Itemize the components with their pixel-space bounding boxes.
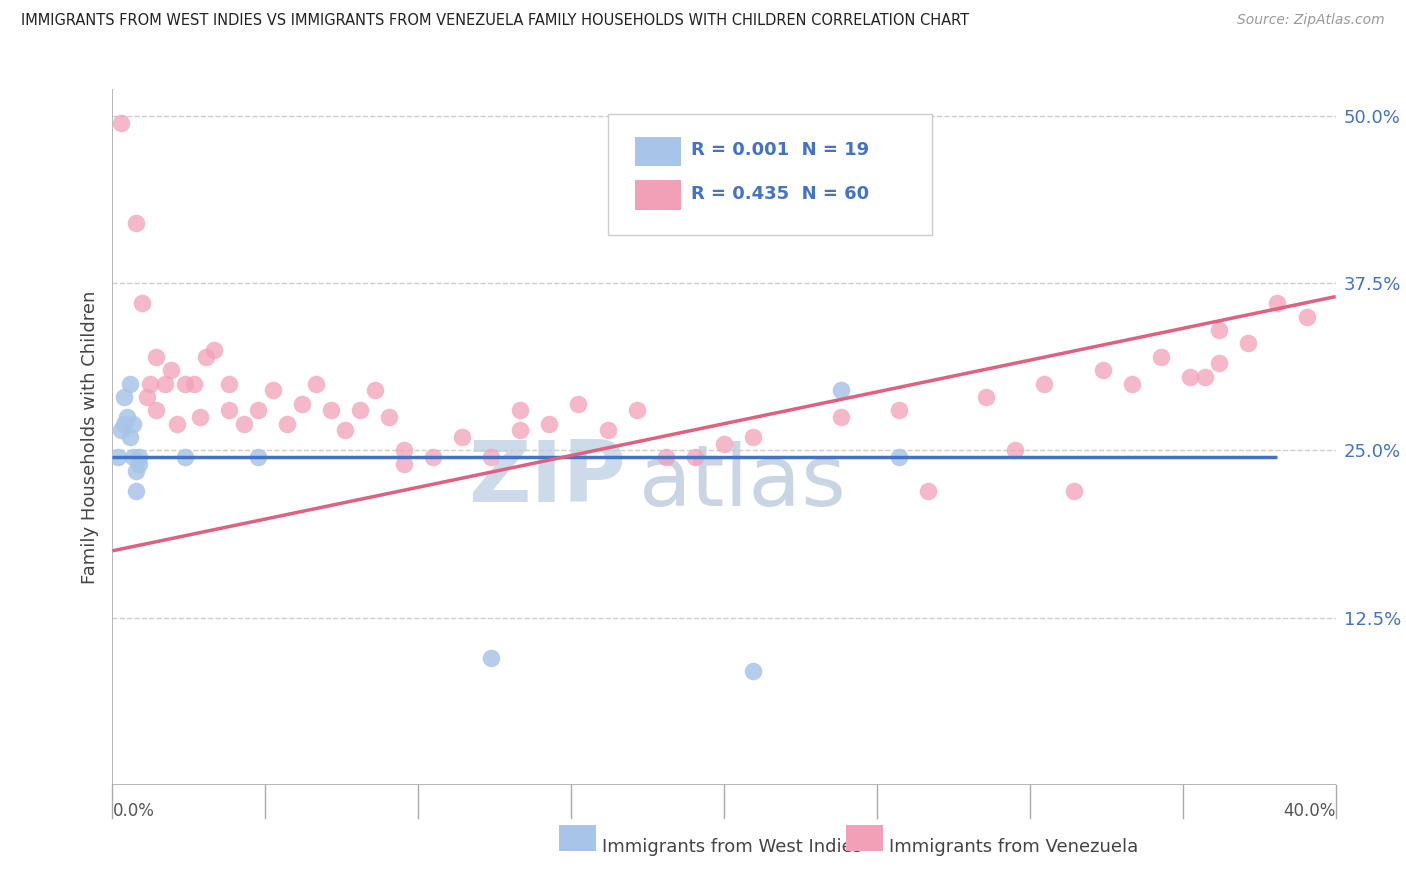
Y-axis label: Family Households with Children: Family Households with Children xyxy=(80,291,98,583)
Point xyxy=(319,403,342,417)
Point xyxy=(1194,369,1216,384)
Point xyxy=(392,457,415,471)
Point xyxy=(305,376,328,391)
Point xyxy=(115,410,138,425)
Point xyxy=(139,376,162,391)
Point xyxy=(479,450,502,464)
Point xyxy=(122,417,145,431)
Text: R = 0.435  N = 60: R = 0.435 N = 60 xyxy=(692,186,869,203)
Point xyxy=(1150,350,1173,364)
Point xyxy=(655,450,678,464)
Point xyxy=(204,343,226,358)
Point xyxy=(830,384,852,398)
Point xyxy=(110,424,132,438)
Point xyxy=(291,396,314,410)
Point xyxy=(1295,310,1317,324)
Point xyxy=(392,443,415,458)
Point xyxy=(1004,443,1026,458)
Point xyxy=(128,450,150,464)
Point xyxy=(174,450,197,464)
Point xyxy=(974,390,997,404)
Point xyxy=(136,390,159,404)
FancyBboxPatch shape xyxy=(846,824,883,851)
Point xyxy=(153,376,176,391)
Text: 40.0%: 40.0% xyxy=(1284,803,1336,821)
Point xyxy=(174,376,197,391)
Point xyxy=(232,417,254,431)
Point xyxy=(276,417,298,431)
FancyBboxPatch shape xyxy=(560,824,596,851)
Point xyxy=(335,424,357,438)
Point xyxy=(917,483,939,498)
Point xyxy=(1063,483,1085,498)
Point xyxy=(247,450,270,464)
Point xyxy=(166,417,188,431)
Point xyxy=(378,410,401,425)
Point xyxy=(509,403,531,417)
Point xyxy=(107,450,129,464)
Point xyxy=(118,430,141,444)
Point xyxy=(742,430,765,444)
Point xyxy=(683,450,706,464)
Point xyxy=(451,430,474,444)
Point xyxy=(262,384,284,398)
Point xyxy=(145,403,167,417)
Point xyxy=(887,403,910,417)
Point xyxy=(218,403,240,417)
FancyBboxPatch shape xyxy=(634,180,682,210)
Point xyxy=(159,363,181,377)
Point xyxy=(349,403,371,417)
Point xyxy=(1237,336,1260,351)
Point xyxy=(183,376,205,391)
Text: Immigrants from West Indies: Immigrants from West Indies xyxy=(602,838,862,855)
Point xyxy=(830,410,852,425)
Point xyxy=(363,384,385,398)
Point xyxy=(1208,323,1230,337)
Point xyxy=(538,417,561,431)
Point xyxy=(131,296,153,310)
Point xyxy=(110,116,132,130)
Text: IMMIGRANTS FROM WEST INDIES VS IMMIGRANTS FROM VENEZUELA FAMILY HOUSEHOLDS WITH : IMMIGRANTS FROM WEST INDIES VS IMMIGRANT… xyxy=(21,13,969,29)
Point xyxy=(112,417,135,431)
Point xyxy=(188,410,211,425)
FancyBboxPatch shape xyxy=(607,113,932,235)
Point xyxy=(247,403,270,417)
FancyBboxPatch shape xyxy=(634,136,682,166)
Point xyxy=(1178,369,1201,384)
Point xyxy=(713,436,735,450)
Text: 0.0%: 0.0% xyxy=(112,803,155,821)
Point xyxy=(218,376,240,391)
Point xyxy=(626,403,648,417)
Point xyxy=(1208,356,1230,371)
Text: Immigrants from Venezuela: Immigrants from Venezuela xyxy=(889,838,1139,855)
Text: atlas: atlas xyxy=(638,441,846,524)
Point xyxy=(567,396,589,410)
Point xyxy=(112,390,135,404)
Point xyxy=(194,350,217,364)
Point xyxy=(887,450,910,464)
Point xyxy=(596,424,619,438)
Point xyxy=(125,216,148,230)
Text: ZIP: ZIP xyxy=(468,437,626,520)
Text: R = 0.001  N = 19: R = 0.001 N = 19 xyxy=(692,142,869,160)
Point xyxy=(479,651,502,665)
Text: Source: ZipAtlas.com: Source: ZipAtlas.com xyxy=(1237,13,1385,28)
Point xyxy=(125,483,148,498)
Point xyxy=(422,450,444,464)
Point xyxy=(118,376,141,391)
Point xyxy=(509,424,531,438)
Point xyxy=(1121,376,1143,391)
Point xyxy=(742,664,765,679)
Point xyxy=(1267,296,1289,310)
Point xyxy=(125,464,148,478)
Point xyxy=(128,457,150,471)
Point xyxy=(122,450,145,464)
Point xyxy=(1091,363,1114,377)
Point xyxy=(145,350,167,364)
Point xyxy=(1033,376,1056,391)
